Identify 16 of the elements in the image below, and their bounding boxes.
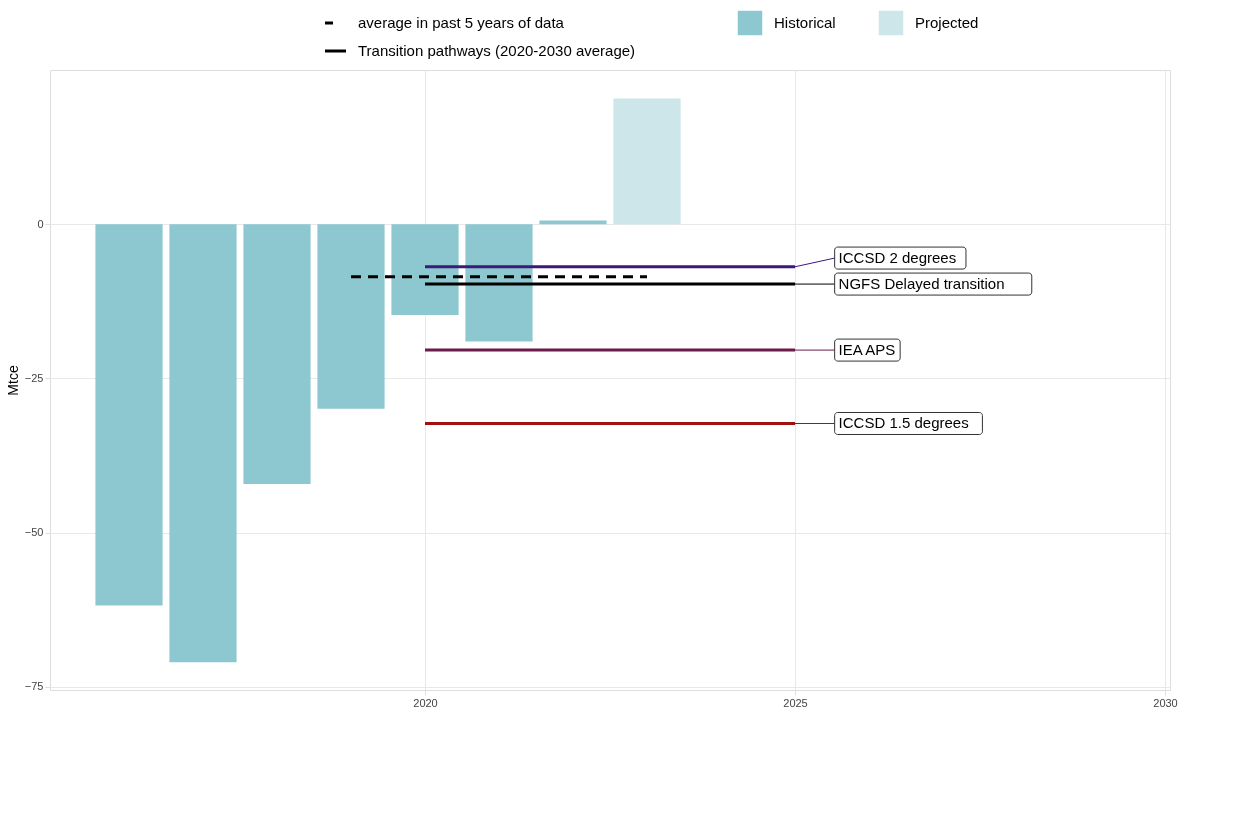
legend-label: IEA APS xyxy=(838,341,896,359)
text: Transition pathways (2020-2030 average) xyxy=(358,42,636,59)
x-tick-label: 2020 xyxy=(413,696,438,709)
y-tick-label: −50 xyxy=(24,526,44,539)
x-tick-label: 2030 xyxy=(1153,696,1178,709)
legend-label: NGFS Delayed transition xyxy=(838,275,1005,293)
y-axis-title: Mtce xyxy=(4,365,21,396)
legend-label: Projected xyxy=(915,14,979,31)
legend-label: average in past 5 years of data xyxy=(358,14,565,31)
y-tick-label: −75 xyxy=(24,680,44,693)
y-tick-label: 0 xyxy=(37,217,44,230)
legend-label: ICCSD 2 degrees xyxy=(838,249,957,267)
x-tick-label: 2025 xyxy=(783,696,808,709)
legend-label: ICCSD 1.5 degrees xyxy=(838,414,969,432)
y-tick-label: −25 xyxy=(24,371,44,384)
legend-label: Historical xyxy=(774,14,836,31)
